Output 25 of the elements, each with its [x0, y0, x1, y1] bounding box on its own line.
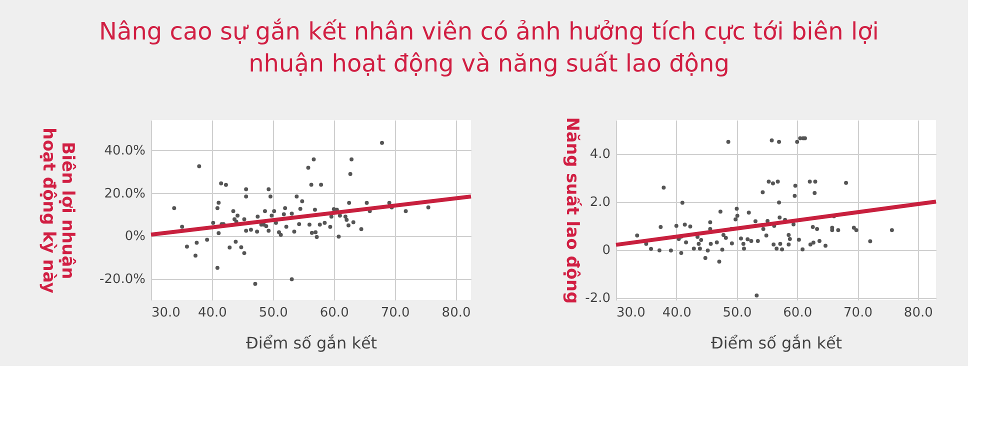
x-tick-label: 80.0: [442, 306, 471, 320]
y-tick-label: 20.0%: [104, 186, 146, 202]
x-tick-label: 50.0: [722, 306, 752, 320]
y-tick-label: 2.0: [590, 195, 610, 210]
y-tick-label: 0%: [124, 229, 146, 244]
y-tick-label: 40.0%: [104, 144, 146, 158]
x-tick-label: 30.0: [616, 306, 646, 320]
y-axis-title: Biên lợi nhuận hoạt động kỳ này: [38, 128, 78, 294]
x-tick-label: 40.0: [198, 306, 227, 320]
y-tick-label: 4.0: [590, 147, 610, 162]
x-tick-label: 50.0: [258, 306, 288, 320]
chart-title: Nâng cao sự gắn kết nhân viên có ảnh hưởng tích cực tới biên lợi nhuận hoạt động và năng suất lao động: [99, 18, 879, 78]
x-tick-label: 60.0: [320, 306, 349, 320]
y-tick-label: 0: [602, 243, 610, 258]
y-tick-label: -2.0: [585, 291, 610, 306]
x-tick-label: 60.0: [783, 306, 812, 320]
x-tick-label: 70.0: [844, 306, 872, 320]
y-axis-title: Năng suất lao động: [562, 117, 582, 304]
y-tick-label: -20.0%: [100, 272, 146, 288]
x-tick-label: 40.0: [662, 306, 692, 320]
x-axis-title: Điểm số gắn kết: [246, 334, 378, 352]
x-tick-label: 80.0: [904, 306, 933, 320]
x-axis-title: Điểm số gắn kết: [710, 334, 842, 352]
x-tick-label: 30.0: [152, 306, 180, 320]
x-tick-label: 70.0: [380, 306, 410, 320]
